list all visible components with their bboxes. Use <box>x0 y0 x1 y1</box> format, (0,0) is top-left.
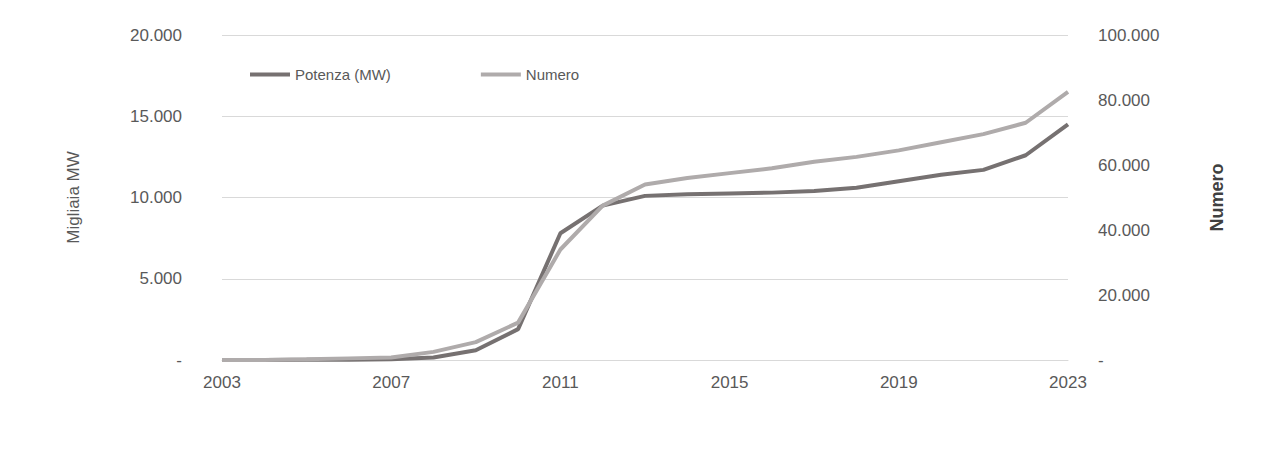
svg-text:2023: 2023 <box>1049 373 1087 392</box>
svg-text:-: - <box>1098 351 1104 370</box>
svg-text:15.000: 15.000 <box>130 107 182 126</box>
svg-text:40.000: 40.000 <box>1098 221 1150 240</box>
svg-text:Numero: Numero <box>526 66 579 83</box>
svg-text:-: - <box>176 351 182 370</box>
svg-text:20.000: 20.000 <box>130 26 182 45</box>
svg-text:60.000: 60.000 <box>1098 156 1150 175</box>
svg-text:20.000: 20.000 <box>1098 286 1150 305</box>
svg-text:Migliaia MW: Migliaia MW <box>64 151 83 244</box>
svg-text:5.000: 5.000 <box>139 269 182 288</box>
svg-text:2015: 2015 <box>711 373 749 392</box>
svg-text:Numero: Numero <box>1207 163 1227 231</box>
svg-text:2011: 2011 <box>542 373 579 392</box>
svg-text:100.000: 100.000 <box>1098 26 1159 45</box>
svg-text:80.000: 80.000 <box>1098 91 1150 110</box>
svg-text:2019: 2019 <box>880 373 918 392</box>
svg-text:2007: 2007 <box>372 373 410 392</box>
svg-text:10.000: 10.000 <box>130 188 182 207</box>
svg-text:Potenza (MW): Potenza (MW) <box>295 66 391 83</box>
svg-text:2003: 2003 <box>203 373 241 392</box>
